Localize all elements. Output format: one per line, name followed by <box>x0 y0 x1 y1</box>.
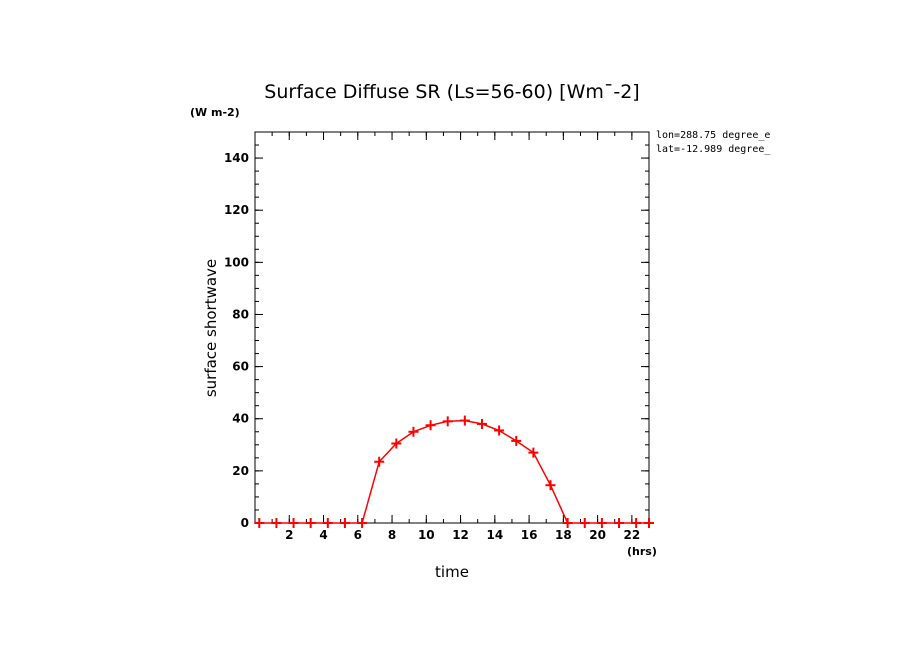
data-point <box>339 518 350 528</box>
series-line <box>259 419 649 524</box>
data-point <box>425 420 436 431</box>
data-point <box>357 518 368 528</box>
data-point <box>374 456 385 467</box>
data-point <box>442 416 453 427</box>
x-tick-label: 18 <box>555 528 572 542</box>
data-point <box>271 518 282 528</box>
y-tick-label: 140 <box>224 151 249 165</box>
data-point <box>408 426 419 437</box>
data-point <box>322 518 333 528</box>
lat-annotation: lat=-12.989 degree_ <box>656 144 771 155</box>
y-tick-label: 80 <box>232 307 249 321</box>
y-tick-label: 40 <box>232 412 249 426</box>
x-tick-label: 10 <box>418 528 435 542</box>
x-axis-label: time <box>435 563 469 581</box>
x-units-label: (hrs) <box>627 545 657 558</box>
data-point <box>511 435 522 446</box>
x-tick-label: 6 <box>354 528 362 542</box>
x-tick-label: 16 <box>521 528 538 542</box>
axes: 2 4 6 8 10 12 14 16 18 20 22 0 20 40 60 80 100 120 140 <box>224 132 649 542</box>
x-tick-label: 4 <box>319 528 327 542</box>
x-tick-label: 8 <box>388 528 396 542</box>
x-tick-label: 14 <box>486 528 503 542</box>
data-point <box>288 518 299 528</box>
data-point <box>562 518 573 528</box>
data-point <box>545 480 556 491</box>
lon-annotation: lon=288.75 degree_e <box>656 130 770 141</box>
data-point <box>631 518 642 528</box>
data-point <box>644 518 654 528</box>
data-point <box>528 447 539 458</box>
y-tick-label: 100 <box>224 255 249 269</box>
y-axis-label: surface shortwave <box>202 259 220 397</box>
x-tick-label: 20 <box>589 528 606 542</box>
data-point <box>305 518 316 528</box>
data-point <box>579 518 590 528</box>
data-point <box>459 415 470 426</box>
y-tick-label: 20 <box>232 464 249 478</box>
x-tick-label: 2 <box>285 528 293 542</box>
y-units-label: (W m-2) <box>190 106 240 119</box>
data-point <box>494 425 505 436</box>
y-tick-label: 60 <box>232 360 249 374</box>
data-point <box>391 438 402 449</box>
data-point <box>476 418 487 429</box>
data-point <box>596 518 607 528</box>
chart-title: Surface Diffuse SR (Ls=56-60) [Wm¯-2] <box>264 81 639 103</box>
data-point <box>254 518 265 528</box>
plot-frame <box>254 131 650 524</box>
y-tick-label: 0 <box>241 516 249 530</box>
x-tick-label: 12 <box>452 528 469 542</box>
x-tick-label: 22 <box>624 528 641 542</box>
y-tick-label: 120 <box>224 203 249 217</box>
data-point <box>614 518 625 528</box>
data-series <box>254 415 654 528</box>
